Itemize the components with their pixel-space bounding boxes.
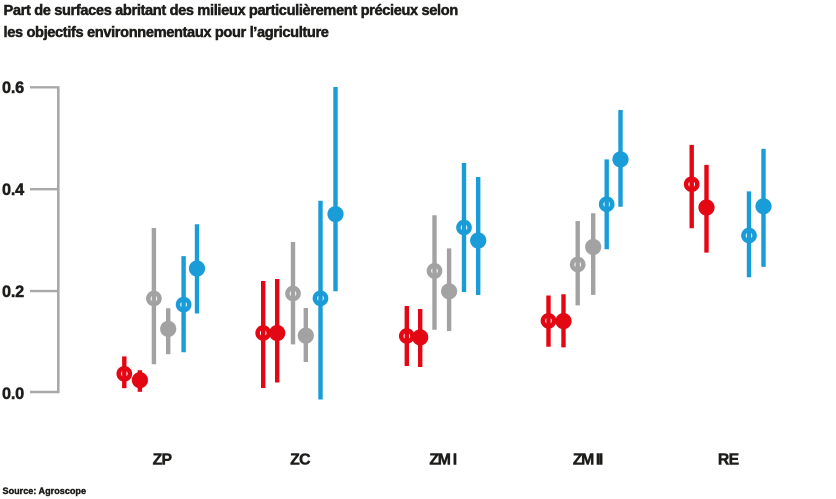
- svg-text:0.0: 0.0: [2, 385, 24, 403]
- svg-text:ZM II: ZM II: [573, 452, 603, 469]
- svg-text:Source: Agroscope: Source: Agroscope: [3, 486, 87, 496]
- svg-text:0.2: 0.2: [2, 283, 24, 301]
- svg-text:ZM I: ZM I: [429, 452, 456, 469]
- svg-text:Part de surfaces abritant des: Part de surfaces abritant des milieux pa…: [4, 3, 459, 19]
- svg-text:ZC: ZC: [290, 452, 310, 469]
- svg-text:0.4: 0.4: [2, 181, 24, 199]
- svg-text:0.6: 0.6: [2, 79, 24, 97]
- svg-text:ZP: ZP: [153, 452, 172, 469]
- svg-text:les objectifs environnementaux: les objectifs environnementaux pour l’ag…: [4, 25, 329, 41]
- svg-text:RE: RE: [718, 452, 739, 469]
